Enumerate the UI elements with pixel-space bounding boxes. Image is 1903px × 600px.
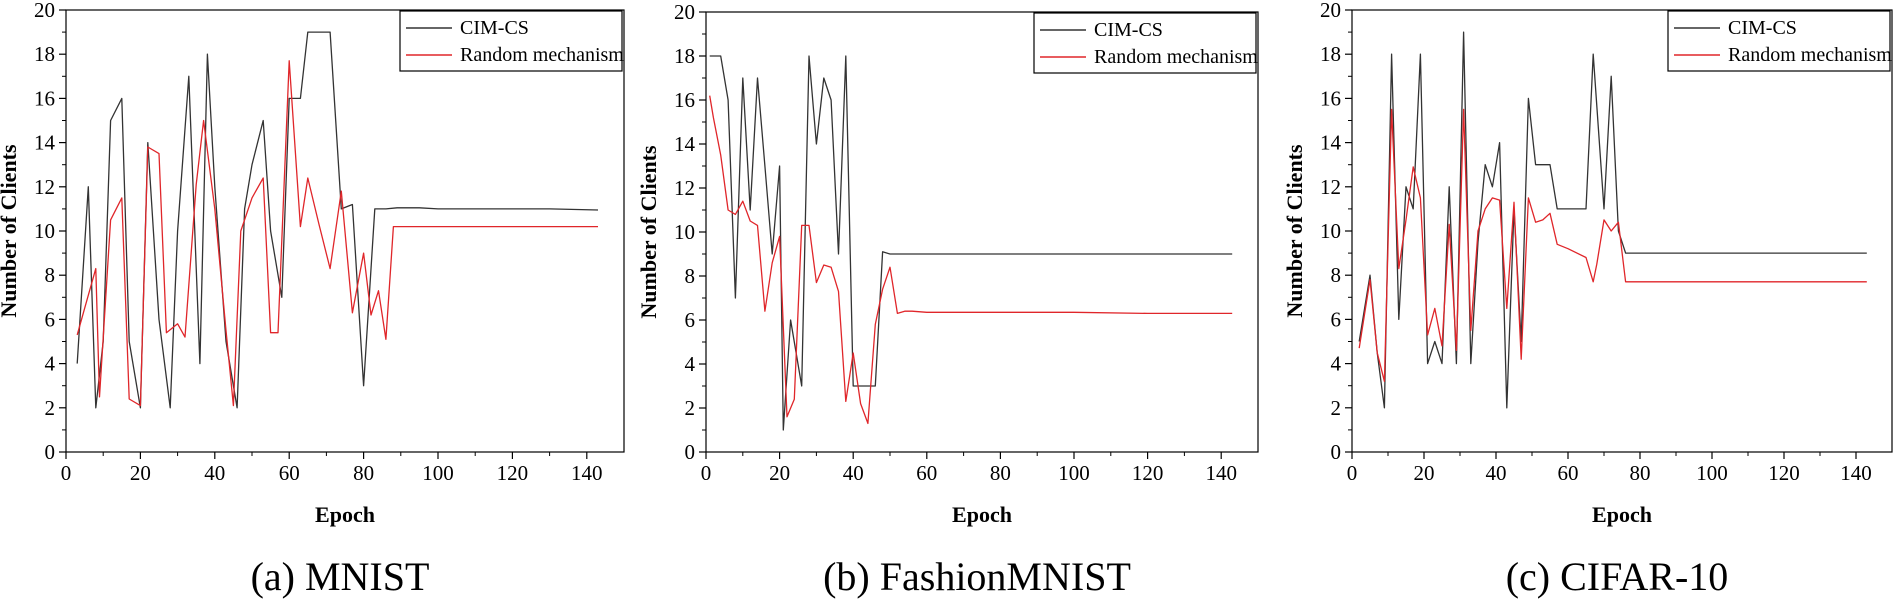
y-tick-label: 12 — [34, 175, 55, 199]
x-axis-title: Epoch — [315, 502, 375, 527]
y-tick-label: 10 — [1320, 219, 1341, 243]
legend-label-random-mechanism: Random mechanism — [460, 44, 624, 66]
y-tick-label: 12 — [674, 176, 695, 200]
y-tick-label: 20 — [34, 0, 55, 22]
x-tick-label: 20 — [130, 461, 151, 485]
x-tick-label: 40 — [1486, 461, 1507, 485]
x-tick-label: 120 — [1768, 461, 1800, 485]
x-tick-label: 0 — [61, 461, 72, 485]
legend-box — [1667, 10, 1891, 72]
y-tick-label: 6 — [45, 307, 56, 331]
x-tick-label: 120 — [497, 461, 529, 485]
x-tick-label: 20 — [1414, 461, 1435, 485]
series-line-cim-cs — [76, 31, 599, 409]
y-tick-label: 0 — [1331, 440, 1342, 464]
series-line-random-mechanism — [709, 95, 1233, 425]
y-tick-label: 20 — [1320, 0, 1341, 22]
y-tick-label: 8 — [45, 263, 56, 287]
legend: CIM-CS Random mechanism — [1033, 12, 1258, 74]
y-tick-label: 12 — [1320, 175, 1341, 199]
legend-label-random-mechanism: Random mechanism — [1728, 44, 1892, 66]
legend-box — [399, 10, 623, 72]
y-tick-label: 10 — [34, 219, 55, 243]
legend: CIM-CS Random mechanism — [1667, 10, 1892, 72]
legend-label-cim-cs: CIM-CS — [1094, 19, 1163, 41]
x-tick-label: 40 — [204, 461, 225, 485]
y-tick-label: 0 — [45, 440, 56, 464]
series-line-cim-cs — [1358, 31, 1867, 409]
x-axis-title: Epoch — [1592, 502, 1652, 527]
x-tick-label: 60 — [916, 461, 937, 485]
series-line-random-mechanism — [76, 60, 598, 407]
x-tick-label: 60 — [1558, 461, 1579, 485]
y-tick-label: 2 — [685, 396, 696, 420]
chart-fashionmnist: 0 20 40 60 80 100 120 140 0 2 4 6 8 10 12 14 16 18 20 Epoch… — [636, 0, 1259, 599]
x-tick-label: 100 — [422, 461, 454, 485]
x-tick-label: 80 — [990, 461, 1011, 485]
legend-box — [1033, 12, 1257, 74]
y-tick-label: 0 — [685, 440, 696, 464]
y-tick-label: 14 — [1320, 131, 1342, 155]
y-tick-label: 6 — [685, 308, 696, 332]
x-tick-label: 120 — [1132, 461, 1164, 485]
y-axis-title: Number of Clients — [636, 145, 661, 319]
y-tick-label: 4 — [45, 352, 56, 376]
x-tick-label: 140 — [1205, 461, 1237, 485]
y-tick-label: 8 — [1331, 263, 1342, 287]
series-line-cim-cs — [709, 55, 1233, 431]
chart-caption: (c) CIFAR-10 — [1506, 554, 1729, 599]
y-tick-label: 18 — [1320, 42, 1341, 66]
chart-cifar10: 0 20 40 60 80 100 120 140 0 2 4 6 8 10 12 14 16 18 20 Epoch… — [1282, 0, 1893, 599]
y-tick-label: 2 — [45, 396, 56, 420]
y-tick-label: 10 — [674, 220, 695, 244]
x-tick-label: 20 — [769, 461, 790, 485]
y-tick-label: 2 — [1331, 396, 1342, 420]
chart-panel-fashionmnist: 0 20 40 60 80 100 120 140 0 2 4 6 8 10 12 14 16 18 20 Epoch… — [634, 0, 1268, 600]
x-tick-label: 0 — [1347, 461, 1358, 485]
series-line-random-mechanism — [1358, 108, 1867, 382]
y-tick-label: 14 — [674, 132, 696, 156]
y-tick-label: 18 — [34, 42, 55, 66]
legend-label-cim-cs: CIM-CS — [1728, 17, 1797, 39]
chart-mnist: 0 20 40 60 80 100 120 140 0 2 4 6 8 10 12 14 16 18 20 Epoch… — [0, 0, 625, 599]
legend-label-random-mechanism: Random mechanism — [1094, 46, 1258, 68]
plot-frame — [1351, 9, 1893, 453]
legend: CIM-CS Random mechanism — [399, 10, 624, 72]
chart-panel-cifar10: 0 20 40 60 80 100 120 140 0 2 4 6 8 10 12 14 16 18 20 Epoch… — [1268, 0, 1902, 600]
x-tick-label: 0 — [701, 461, 712, 485]
x-tick-label: 100 — [1058, 461, 1090, 485]
y-tick-label: 16 — [674, 88, 695, 112]
y-tick-label: 14 — [34, 131, 56, 155]
chart-panel-mnist: 0 20 40 60 80 100 120 140 0 2 4 6 8 10 12 14 16 18 20 Epoch… — [0, 0, 634, 600]
y-axis-title: Number of Clients — [0, 144, 21, 318]
x-tick-label: 60 — [279, 461, 300, 485]
legend-label-cim-cs: CIM-CS — [460, 17, 529, 39]
plot-frame — [705, 11, 1259, 453]
x-tick-label: 40 — [843, 461, 864, 485]
x-tick-label: 140 — [571, 461, 603, 485]
y-axis-title: Number of Clients — [1282, 144, 1307, 318]
y-tick-label: 8 — [685, 264, 696, 288]
x-tick-label: 80 — [1630, 461, 1651, 485]
chart-caption: (a) MNIST — [251, 554, 430, 599]
y-tick-label: 18 — [674, 44, 695, 68]
x-tick-label: 140 — [1840, 461, 1872, 485]
x-axis-title: Epoch — [952, 502, 1012, 527]
y-tick-label: 4 — [1331, 352, 1342, 376]
y-tick-label: 20 — [674, 0, 695, 24]
chart-caption: (b) FashionMNIST — [823, 554, 1131, 599]
x-tick-label: 80 — [353, 461, 374, 485]
y-tick-label: 6 — [1331, 307, 1342, 331]
x-tick-label: 100 — [1696, 461, 1728, 485]
y-tick-label: 16 — [1320, 86, 1341, 110]
y-tick-label: 4 — [685, 352, 696, 376]
y-tick-label: 16 — [34, 86, 55, 110]
